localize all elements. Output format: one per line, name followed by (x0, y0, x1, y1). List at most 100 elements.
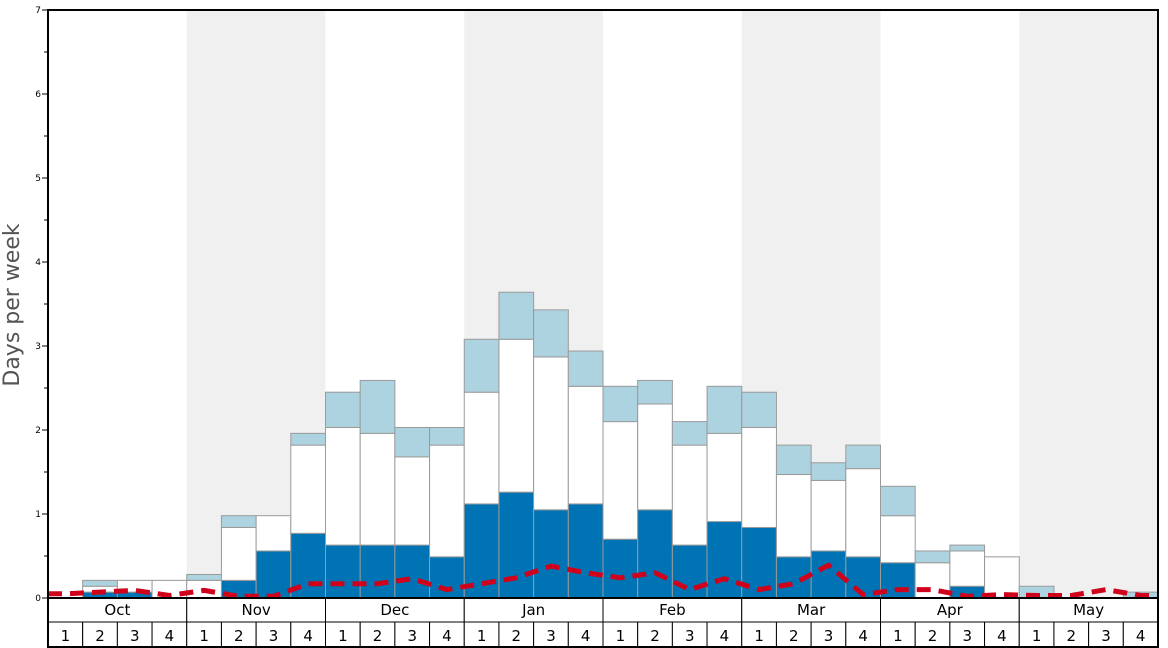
y-tick-label: 1 (35, 510, 41, 520)
bar-lightblue-11 (394, 426, 431, 458)
week-label: 4 (720, 627, 730, 645)
bar-white-14 (498, 338, 535, 493)
month-cell (325, 597, 465, 623)
bar-white-20 (706, 432, 743, 523)
week-label: 2 (1067, 627, 1077, 645)
week-label: 2 (373, 627, 383, 645)
week-label: 2 (789, 627, 799, 645)
month-label-nov: Nov (241, 601, 270, 619)
week-label: 4 (442, 627, 452, 645)
bar-lightblue-8 (290, 432, 326, 446)
week-cell (1088, 621, 1124, 648)
bar-white-7 (255, 515, 292, 552)
average-line-group (48, 562, 1158, 599)
week-label: 3 (546, 627, 556, 645)
month-label-feb: Feb (659, 601, 686, 619)
bar-dark-18 (637, 509, 673, 599)
week-cell (151, 621, 188, 648)
bar-lightblue-15 (533, 309, 569, 358)
bar-dark-16 (567, 503, 604, 599)
y-tick-label: 2 (35, 426, 41, 436)
bar-white-21 (741, 426, 777, 528)
bar-white-16 (567, 385, 604, 505)
bar-lightblue-26 (914, 550, 951, 564)
bar-white-24 (845, 468, 881, 558)
bar-white-10 (359, 432, 396, 546)
bar-dark-20 (706, 521, 743, 599)
week-label: 3 (407, 627, 417, 645)
bar-lightblue-25 (880, 485, 916, 517)
bar-lightblue-2 (82, 579, 118, 587)
week-cell (949, 621, 986, 648)
week-label: 3 (1101, 627, 1111, 645)
bar-lightblue-12 (429, 426, 465, 446)
week-cell (429, 621, 465, 648)
y-tick-label: 3 (35, 342, 41, 352)
bar-dark-11 (394, 544, 431, 599)
bar-dark-9 (325, 544, 361, 599)
bar-white-6 (220, 526, 257, 581)
week-cell (602, 621, 639, 648)
bar-white-13 (463, 391, 500, 505)
bar-lightblue-14 (498, 291, 535, 340)
week-label: 4 (165, 627, 175, 645)
bars (82, 291, 1159, 599)
month-cell (186, 597, 326, 623)
week-label: 1 (754, 627, 764, 645)
bar-white-11 (394, 456, 431, 546)
month-label-dec: Dec (380, 601, 409, 619)
week-label: 2 (234, 627, 244, 645)
bar-lightblue-22 (775, 444, 812, 476)
month-label-apr: Apr (937, 601, 964, 619)
average-line (48, 562, 1158, 599)
month-band-may (1019, 10, 1158, 598)
bar-white-27 (949, 550, 986, 587)
month-band-oct (48, 10, 187, 598)
bar-white-28 (984, 556, 1020, 599)
bar-white-23 (810, 479, 847, 552)
week-cell (671, 621, 708, 648)
bar-lightblue-9 (325, 391, 361, 428)
y-tick-label: 5 (35, 174, 41, 184)
week-label: 4 (1136, 627, 1146, 645)
month-label-mar: Mar (797, 601, 826, 619)
y-tick-label: 0 (35, 594, 41, 604)
week-label: 1 (616, 627, 626, 645)
week-label: 1 (338, 627, 348, 645)
week-label: 1 (1032, 627, 1042, 645)
week-label: 3 (962, 627, 972, 645)
y-axis-title: Days per week (0, 223, 25, 386)
bar-lightblue-18 (637, 379, 673, 405)
bar-lightblue-21 (741, 391, 777, 428)
week-label: 2 (95, 627, 105, 645)
bar-lightblue-20 (706, 385, 743, 434)
month-label-may: May (1073, 601, 1104, 619)
bar-lightblue-6 (220, 515, 257, 528)
week-label: 3 (269, 627, 279, 645)
week-label: 1 (477, 627, 487, 645)
bar-white-9 (325, 426, 361, 546)
bar-dark-10 (359, 544, 396, 599)
week-cell (116, 621, 153, 648)
bar-lightblue-27 (949, 544, 986, 552)
bar-lightblue-10 (359, 379, 396, 434)
bar-lightblue-17 (602, 385, 639, 423)
week-label: 1 (893, 627, 903, 645)
week-label: 4 (997, 627, 1007, 645)
month-cell (1018, 597, 1159, 623)
week-label: 3 (824, 627, 834, 645)
bar-white-12 (429, 444, 465, 558)
bar-dark-17 (602, 538, 639, 599)
week-label: 1 (61, 627, 71, 645)
month-label-oct: Oct (104, 601, 130, 619)
bar-dark-15 (533, 509, 569, 599)
week-cell (567, 621, 604, 648)
week-label: 1 (199, 627, 209, 645)
bar-dark-7 (255, 550, 292, 599)
bar-white-19 (671, 444, 708, 546)
week-cell (914, 621, 951, 648)
week-label: 3 (130, 627, 140, 645)
x-axis: Oct 1 2 3 4 Nov 1 2 3 4 Dec 1 2 3 4 Jan 1 2 3 4 Feb 1 2 3 4 Mar 1 2… (47, 597, 1159, 648)
week-cell (463, 621, 500, 648)
